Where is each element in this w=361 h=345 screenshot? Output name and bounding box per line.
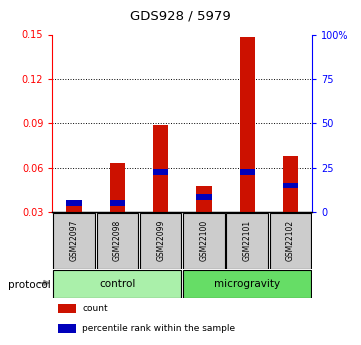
Text: GSM22099: GSM22099	[156, 220, 165, 261]
Bar	[66, 203, 82, 212]
Bar	[57, 304, 76, 313]
Bar	[240, 38, 255, 212]
Bar	[283, 183, 298, 188]
FancyBboxPatch shape	[183, 270, 312, 298]
Bar	[110, 163, 125, 212]
FancyBboxPatch shape	[226, 213, 268, 268]
FancyBboxPatch shape	[183, 213, 225, 268]
Bar	[196, 186, 212, 212]
Text: GDS928 / 5979: GDS928 / 5979	[130, 9, 231, 22]
Bar	[240, 169, 255, 175]
Bar	[283, 156, 298, 212]
Text: count: count	[82, 304, 108, 313]
Text: protocol: protocol	[8, 280, 51, 289]
Text: GSM22097: GSM22097	[70, 220, 78, 261]
FancyBboxPatch shape	[96, 213, 138, 268]
Text: control: control	[99, 279, 135, 289]
Bar	[110, 200, 125, 206]
Bar	[66, 200, 82, 206]
Bar	[196, 195, 212, 200]
FancyBboxPatch shape	[53, 270, 182, 298]
Text: microgravity: microgravity	[214, 279, 280, 289]
Text: GSM22101: GSM22101	[243, 220, 252, 261]
Bar	[153, 169, 168, 175]
FancyBboxPatch shape	[140, 213, 182, 268]
Text: GSM22100: GSM22100	[200, 220, 208, 261]
Bar	[57, 324, 76, 333]
FancyBboxPatch shape	[270, 213, 312, 268]
Text: GSM22102: GSM22102	[286, 220, 295, 261]
FancyBboxPatch shape	[53, 213, 95, 268]
Bar	[153, 125, 168, 212]
Text: percentile rank within the sample: percentile rank within the sample	[82, 324, 235, 333]
Text: GSM22098: GSM22098	[113, 220, 122, 261]
